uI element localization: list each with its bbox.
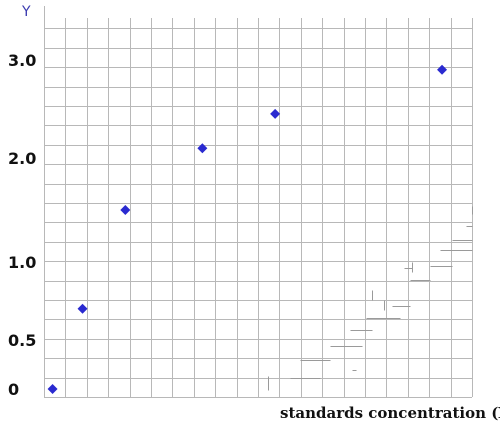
data-point (77, 303, 88, 314)
data-point (120, 205, 131, 215)
data-points (47, 64, 448, 394)
y-axis-title: Y (21, 4, 31, 20)
y-tick-label: 0 (8, 380, 19, 399)
grid-noise (268, 206, 473, 391)
y-tick-label: 3.0 (8, 51, 36, 70)
grid (44, 18, 473, 398)
y-tick-label: 2.0 (8, 149, 36, 168)
y-tick-label: 0.5 (8, 331, 36, 350)
axes (44, 6, 472, 398)
data-point (270, 108, 281, 119)
x-axis-title: standards concentration (X) (280, 404, 500, 422)
data-point (47, 384, 58, 394)
y-tick-label: 1.0 (8, 253, 36, 272)
y-tick-labels: 0 0.5 1.0 2.0 3.0 (8, 51, 36, 399)
data-point (197, 143, 208, 154)
data-point (437, 64, 448, 75)
